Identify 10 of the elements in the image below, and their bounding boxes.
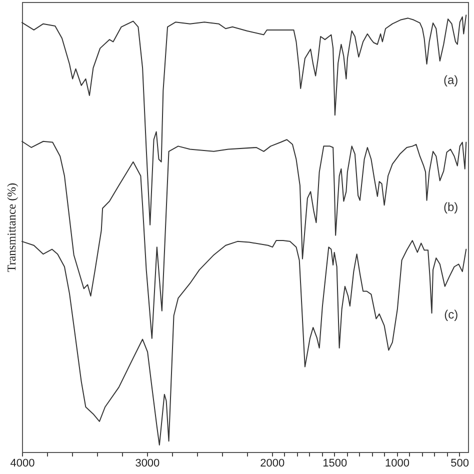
y-axis-title: Transmittance (%) <box>4 182 18 272</box>
series-label: (a) <box>443 73 458 88</box>
x-tick-label: 2000 <box>260 458 285 470</box>
x-tick-label: 3000 <box>135 458 160 470</box>
x-tick-label: 4000 <box>10 458 35 470</box>
series-label: (c) <box>444 307 458 322</box>
x-tick-label: 1000 <box>385 458 410 470</box>
x-tick-label: 1500 <box>322 458 348 470</box>
series-label: (b) <box>443 200 458 214</box>
x-tick-label: 500 <box>450 458 469 470</box>
